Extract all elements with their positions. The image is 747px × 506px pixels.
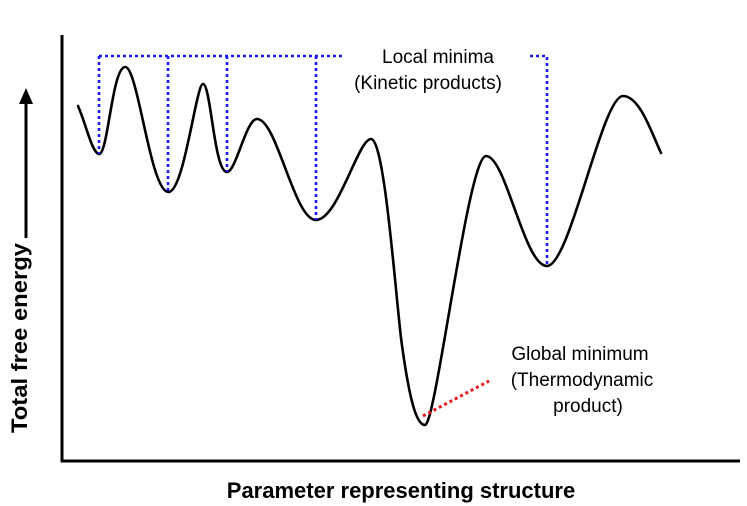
local-minima-sublabel: (Kinetic products) [354, 73, 502, 94]
global-minimum-pointer [422, 379, 490, 418]
local-minima-bracket-right [530, 54, 549, 266]
y-axis-label: Total free energy [7, 242, 32, 433]
global-minimum-sublabel-2: product) [553, 396, 623, 417]
local-minima-label: Local minima [382, 47, 494, 68]
local-minima-markers [97, 54, 549, 266]
x-axis-label: Parameter representing structure [227, 478, 575, 503]
energy-curve [76, 65, 663, 427]
global-minimum-label: Global minimum [511, 344, 648, 365]
global-minimum-sublabel-1: (Thermodynamic [511, 370, 654, 391]
y-axis-arrow-icon [19, 88, 33, 238]
